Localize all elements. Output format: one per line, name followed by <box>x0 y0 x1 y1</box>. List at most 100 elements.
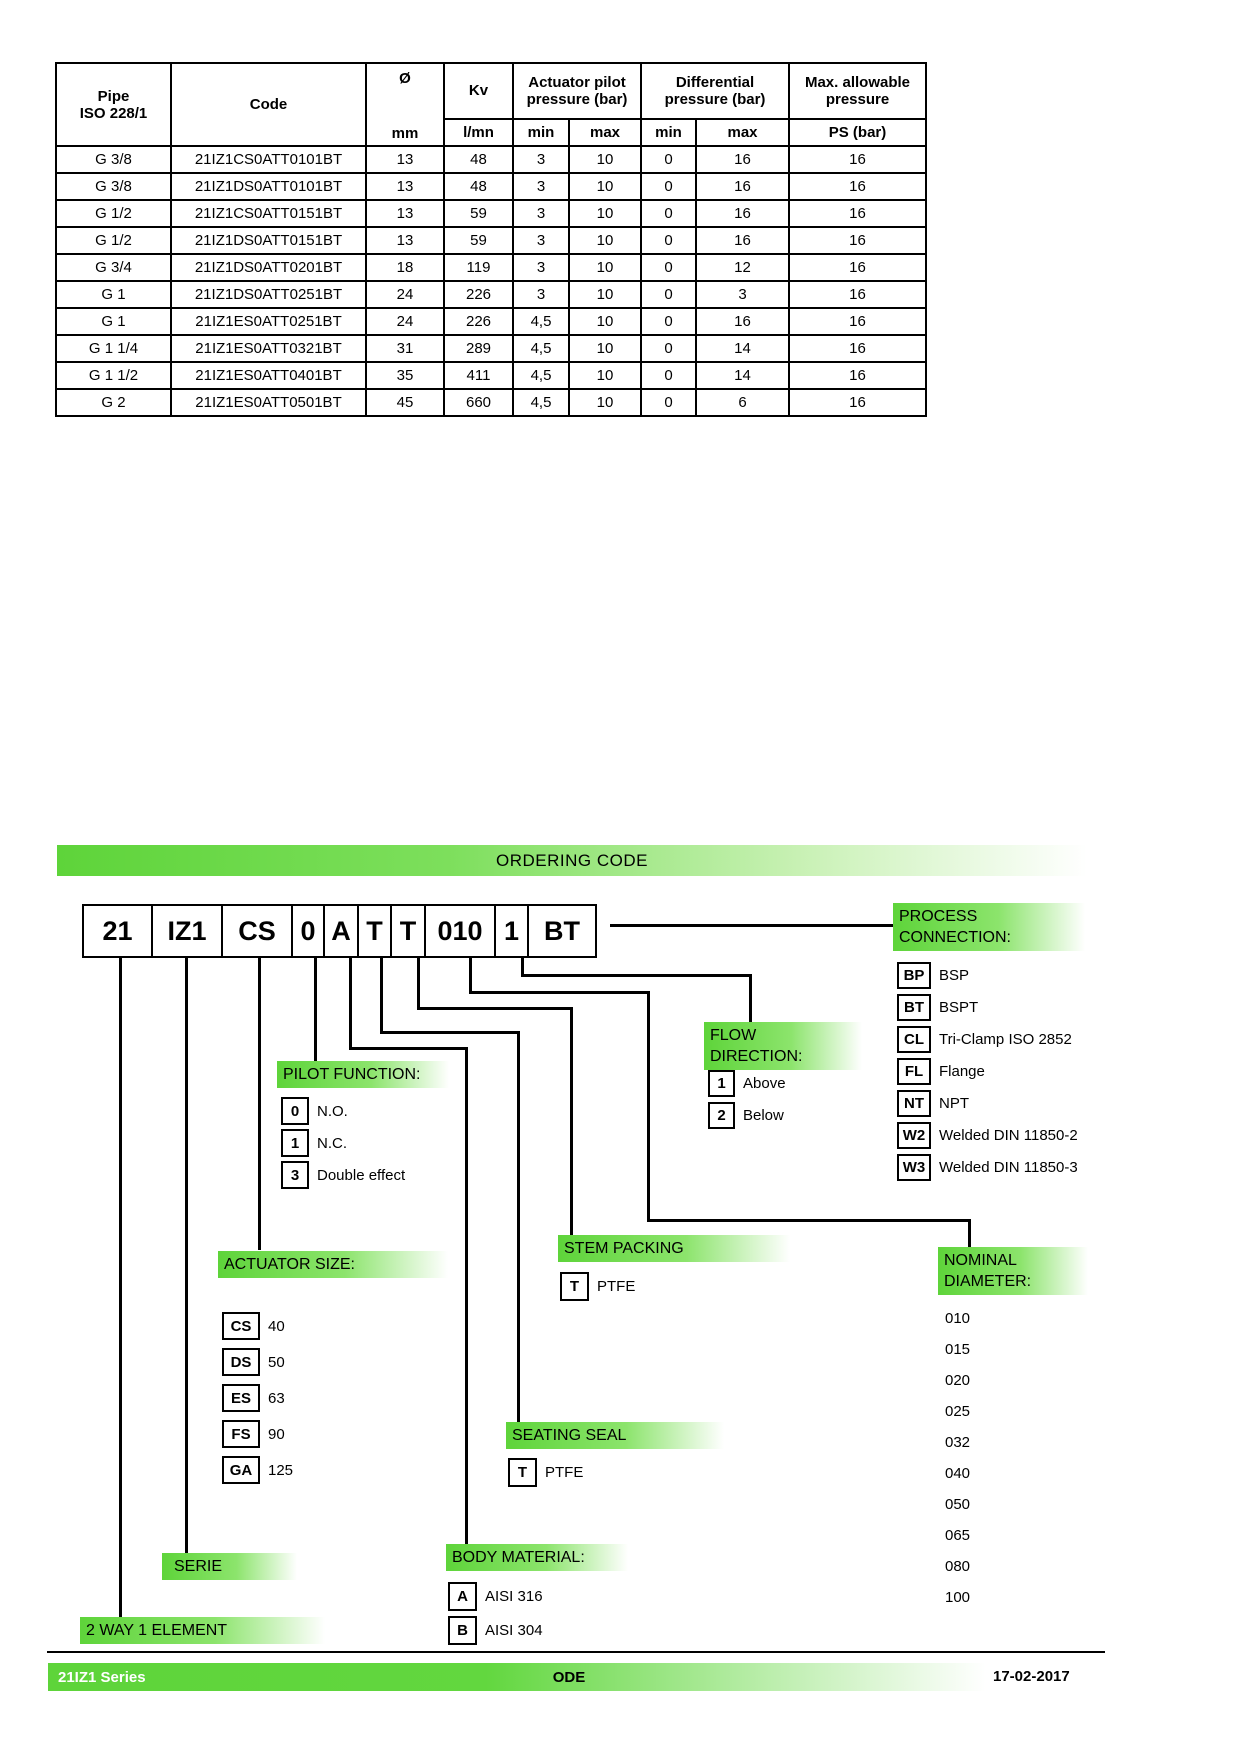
actuator-size-item: FS 90 <box>222 1420 293 1448</box>
diameter-symbol: Ø <box>399 70 411 87</box>
connector-segment-1 <box>749 974 752 1022</box>
cell-differential-min: 0 <box>640 172 697 201</box>
connector-segment-010 <box>469 958 472 994</box>
connector-segment-t1 <box>517 1031 520 1422</box>
option-label: 40 <box>268 1317 285 1335</box>
cell-code: 21IZ1ES0ATT0501BT <box>170 388 367 417</box>
element-label: 2 WAY 1 ELEMENT <box>80 1617 325 1644</box>
option-code-box: B <box>448 1616 477 1645</box>
cell-differential-max: 16 <box>695 199 790 228</box>
max-header-line2: pressure <box>825 90 890 108</box>
process-connection-item: W2 Welded DIN 11850-2 <box>897 1122 1078 1149</box>
code-segment-box: T <box>390 904 426 958</box>
cell-actuator-max: 10 <box>568 388 642 417</box>
cell-differential-max: 14 <box>695 361 790 390</box>
cell-diameter: 13 <box>365 172 445 201</box>
nominal-diameter-line2: DIAMETER: <box>944 1273 1032 1290</box>
cell-actuator-min: 4,5 <box>512 334 570 363</box>
actuator-size-items: CS 40 DS 50 ES 63 FS 90 GA 125 <box>222 1312 293 1492</box>
seating-seal-items: T PTFE <box>508 1458 583 1492</box>
connector-segment-1 <box>521 958 524 977</box>
option-label: 63 <box>268 1389 285 1407</box>
option-code-box: 0 <box>281 1097 309 1125</box>
body-material-item: B AISI 304 <box>448 1616 543 1645</box>
nominal-diameter-line1: NOMINAL <box>944 1252 1017 1269</box>
cell-kv: 289 <box>443 334 514 363</box>
option-code-box: FL <box>897 1058 931 1085</box>
connector-segment-t2 <box>417 1007 573 1010</box>
option-code-box: 1 <box>281 1129 309 1157</box>
pilot-function-item: 1 N.C. <box>281 1129 405 1157</box>
table-row: G 3/8 21IZ1CS0ATT0101BT 13 48 3 10 0 16 … <box>55 145 927 174</box>
col-header-differential-pressure: Differential pressure (bar) <box>640 62 790 120</box>
connector-segment-t2 <box>417 958 420 1010</box>
cell-diameter: 13 <box>365 145 445 174</box>
pipe-header-line1: Pipe <box>97 87 130 105</box>
subheader-actuator-max: max <box>568 117 642 148</box>
nominal-diameter-item: 080 <box>945 1558 971 1575</box>
cell-ps: 16 <box>788 226 927 255</box>
differential-header-line2: pressure (bar) <box>664 90 766 108</box>
nominal-diameter-item: 040 <box>945 1465 971 1482</box>
option-code-box: 1 <box>708 1070 735 1097</box>
process-connection-item: BP BSP <box>897 962 1078 989</box>
option-code-box: ES <box>222 1384 260 1412</box>
body-material-items: A AISI 316 B AISI 304 <box>448 1582 543 1650</box>
cell-pipe: G 2 <box>55 388 172 417</box>
actuator-size-item: GA 125 <box>222 1456 293 1484</box>
cell-diameter: 24 <box>365 280 445 309</box>
cell-code: 21IZ1DS0ATT0101BT <box>170 172 367 201</box>
cell-differential-max: 16 <box>695 172 790 201</box>
pilot-function-items: 0 N.O. 1 N.C. 3 Double effect <box>281 1097 405 1193</box>
actuator-header-line2: pressure (bar) <box>526 90 628 108</box>
pilot-function-item: 0 N.O. <box>281 1097 405 1125</box>
option-label: Above <box>743 1075 786 1092</box>
option-code-box: BT <box>897 994 931 1021</box>
cell-code: 21IZ1CS0ATT0101BT <box>170 145 367 174</box>
cell-actuator-max: 10 <box>568 334 642 363</box>
actuator-size-item: CS 40 <box>222 1312 293 1340</box>
process-connection-items: BP BSP BT BSPT CL Tri-Clamp ISO 2852 FL … <box>897 962 1078 1186</box>
cell-ps: 16 <box>788 307 927 336</box>
cell-diameter: 13 <box>365 199 445 228</box>
col-header-actuator-pressure: Actuator pilot pressure (bar) <box>512 62 642 120</box>
process-connection-line2: CONNECTION: <box>899 929 1011 946</box>
footer-date: 17-02-2017 <box>993 1668 1070 1685</box>
connector-segment-iz1 <box>185 958 188 1554</box>
option-code-box: T <box>508 1458 537 1487</box>
option-label: NPT <box>939 1095 969 1112</box>
cell-actuator-max: 10 <box>568 199 642 228</box>
cell-ps: 16 <box>788 280 927 309</box>
footer-series-name: 21IZ1 Series <box>58 1668 146 1686</box>
process-connection-item: BT BSPT <box>897 994 1078 1021</box>
cell-ps: 16 <box>788 334 927 363</box>
actuator-size-title: ACTUATOR SIZE: <box>224 1256 355 1273</box>
cell-diameter: 31 <box>365 334 445 363</box>
cell-ps: 16 <box>788 199 927 228</box>
cell-diameter: 35 <box>365 361 445 390</box>
cell-ps: 16 <box>788 388 927 417</box>
footer-bar: 21IZ1 Series ODE <box>48 1663 1090 1691</box>
nominal-diameter-item: 065 <box>945 1527 971 1544</box>
actuator-size-item: DS 50 <box>222 1348 293 1376</box>
cell-diameter: 45 <box>365 388 445 417</box>
cell-code: 21IZ1DS0ATT0251BT <box>170 280 367 309</box>
code-segment-box: 0 <box>291 904 325 958</box>
connector-segment-a <box>349 1047 468 1050</box>
cell-pipe: G 1 1/2 <box>55 361 172 390</box>
cell-ps: 16 <box>788 361 927 390</box>
cell-actuator-max: 10 <box>568 280 642 309</box>
cell-actuator-max: 10 <box>568 361 642 390</box>
option-code-box: DS <box>222 1348 260 1376</box>
nominal-diameter-label: NOMINAL DIAMETER: <box>938 1247 1088 1295</box>
code-segment-box: 010 <box>424 904 496 958</box>
option-label: Welded DIN 11850-2 <box>939 1127 1078 1144</box>
cell-pipe: G 1 <box>55 280 172 309</box>
cell-differential-min: 0 <box>640 334 697 363</box>
cell-differential-max: 14 <box>695 334 790 363</box>
flow-direction-items: 1 Above 2 Below <box>708 1070 786 1134</box>
body-material-title: BODY MATERIAL: <box>452 1549 585 1566</box>
stem-packing-label: STEM PACKING <box>558 1235 790 1262</box>
cell-kv: 226 <box>443 307 514 336</box>
